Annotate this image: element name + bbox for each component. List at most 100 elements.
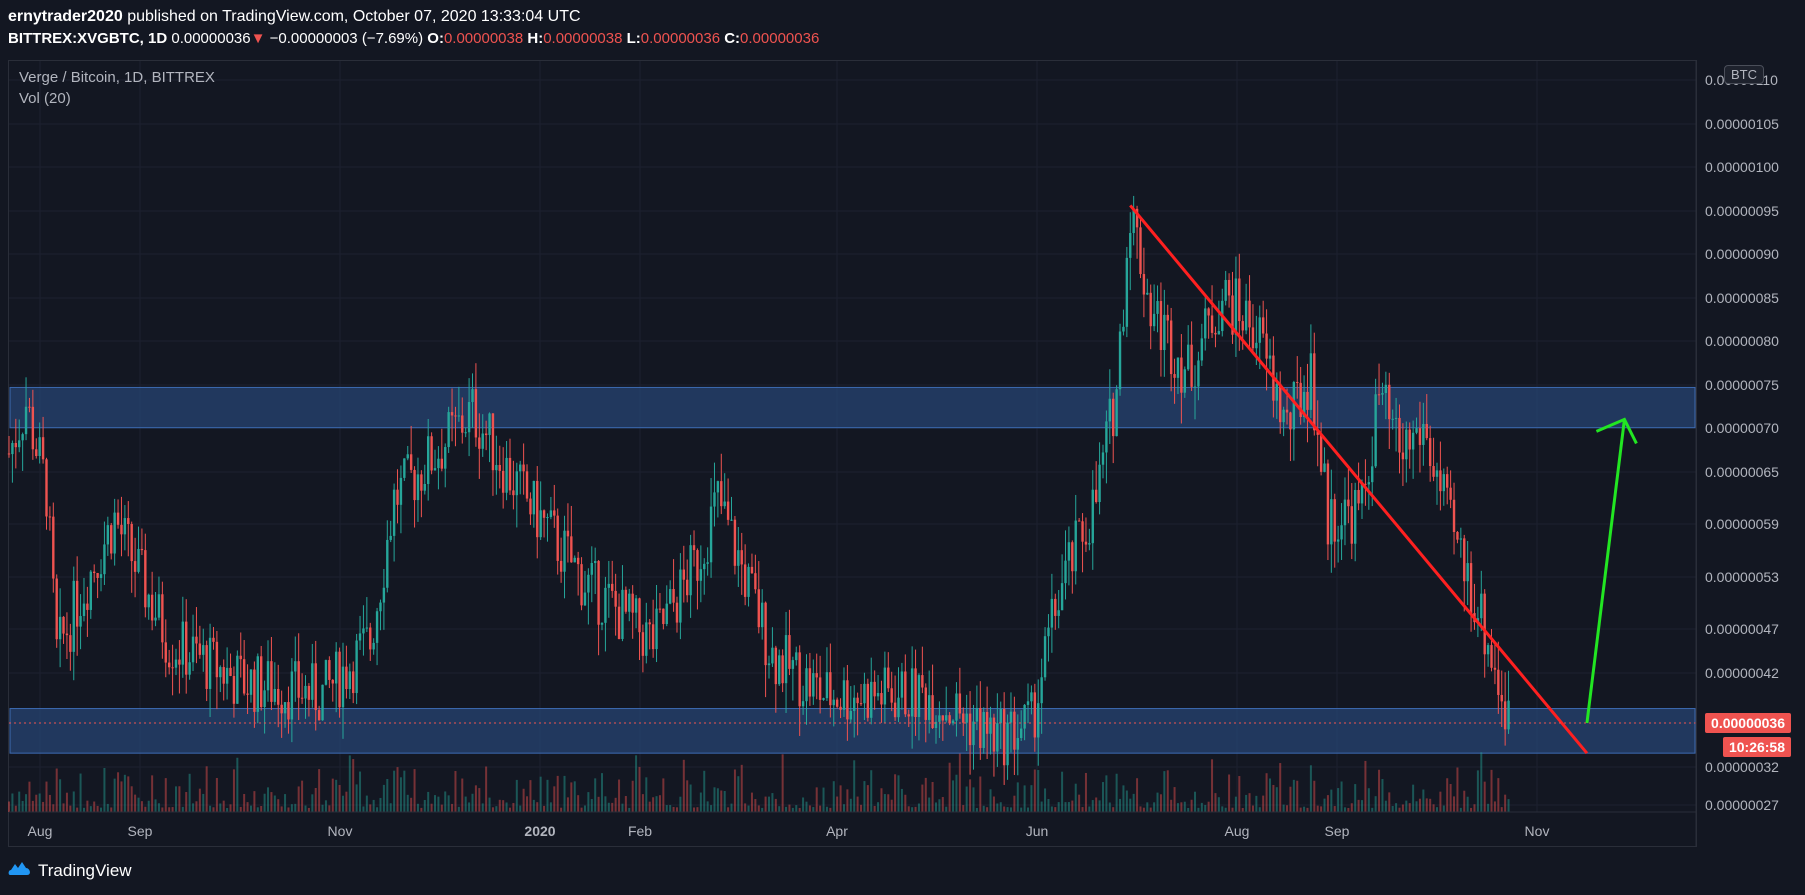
volume-bar [597, 796, 600, 812]
chart-title[interactable]: Verge / Bitcoin, 1D, BITTREX [19, 69, 215, 86]
current-price-tag: 0.00000036 [1705, 713, 1791, 733]
tradingview-logo[interactable]: TradingView [8, 860, 132, 881]
candle-body [1207, 308, 1210, 316]
candle-body [239, 655, 242, 660]
candle-body [1132, 208, 1135, 234]
price-axis: 0.000001100.000001050.000001000.00000095… [1695, 61, 1779, 847]
volume-bar [703, 770, 706, 812]
volume-bar [941, 797, 944, 812]
volume-indicator-label[interactable]: Vol (20) [19, 90, 71, 107]
volume-bar [1374, 796, 1377, 812]
volume-bar [774, 798, 777, 812]
drawings [9, 204, 1696, 755]
arrow-head [1595, 417, 1638, 445]
candle-body [212, 637, 215, 642]
candle-body [958, 693, 962, 714]
volume-bar [539, 776, 542, 812]
candle-body [870, 681, 873, 718]
candle-body [375, 611, 379, 643]
candle-body [856, 697, 859, 704]
candle-body [788, 635, 791, 669]
volume-bar [1200, 802, 1203, 812]
candle-body [525, 471, 529, 499]
candle-body [529, 498, 532, 515]
volume-bar [236, 757, 239, 812]
volume-bar [1020, 807, 1023, 812]
low-value: 0.00000036 [640, 30, 721, 47]
candle-body [144, 550, 147, 608]
volume-bar [1003, 806, 1006, 812]
volume-bar [706, 801, 709, 812]
volume-bar [491, 807, 494, 812]
candle-body [726, 501, 730, 520]
volume-bar [1343, 807, 1346, 812]
trendline [1129, 204, 1589, 755]
candle-body [273, 688, 277, 702]
currency-badge[interactable]: BTC [1724, 65, 1764, 84]
candle-body [140, 548, 144, 551]
candle-body [1214, 332, 1217, 335]
candle-body [549, 510, 553, 518]
candle-body [897, 697, 900, 718]
price-tick-label: 0.00000042 [1705, 665, 1779, 681]
candle-body [1047, 627, 1050, 637]
candle-body [484, 433, 488, 436]
candle-body [515, 471, 519, 496]
candle-body [89, 571, 92, 610]
volume-bar [1371, 807, 1374, 812]
candle-body [399, 477, 403, 505]
candle-body [651, 624, 655, 650]
time-tick-label: Aug [28, 823, 53, 839]
volume-bar [117, 772, 120, 812]
candle-body [1030, 692, 1033, 702]
volume-bar [590, 799, 593, 812]
price-tick-label: 0.00000070 [1705, 420, 1779, 436]
candle-body [440, 458, 444, 469]
candle-body [450, 412, 454, 416]
candle-body [382, 587, 386, 603]
volume-bar [781, 754, 784, 812]
volume-bar [294, 803, 297, 812]
volume-bar [645, 777, 648, 812]
candle-body [461, 415, 464, 433]
candle-body [989, 717, 992, 734]
volume-bar [853, 760, 856, 812]
volume-bar [631, 780, 634, 812]
candle-body [430, 436, 433, 471]
volume-bar [461, 778, 464, 812]
candle-body [28, 406, 31, 408]
volume-bar [1166, 770, 1169, 812]
price-tick-label: 0.00000053 [1705, 569, 1779, 585]
candle-body [304, 685, 307, 699]
candle-body [426, 436, 430, 484]
volume-bar [468, 802, 471, 812]
volume-bar [1422, 789, 1425, 812]
volume-bar [222, 800, 225, 812]
candle-body [133, 561, 137, 572]
candle-body [900, 671, 904, 698]
volume-bar [31, 800, 34, 812]
price-tick-label: 0.00000027 [1705, 797, 1779, 813]
volume-bar [1265, 773, 1268, 812]
candle-body [904, 671, 907, 715]
volume-bar [682, 759, 685, 812]
candle-body [1002, 708, 1006, 766]
volume-bar [239, 806, 242, 812]
candle-body [945, 715, 948, 721]
candle-body [222, 667, 225, 684]
high-label: H: [527, 30, 544, 47]
candle-body [31, 406, 35, 450]
candle-body [737, 550, 740, 566]
author-name[interactable]: ernytrader2020 [8, 8, 123, 25]
volume-bar [1350, 803, 1353, 812]
volume-bar [202, 793, 205, 812]
volume-bar [641, 794, 644, 812]
volume-bar [699, 792, 702, 812]
price-tick-label: 0.00000032 [1705, 759, 1779, 775]
volume-bar [934, 802, 937, 812]
candle-body [481, 433, 484, 449]
volume-bar [154, 799, 157, 812]
volume-bar [28, 781, 31, 812]
volume-bar [444, 791, 447, 812]
